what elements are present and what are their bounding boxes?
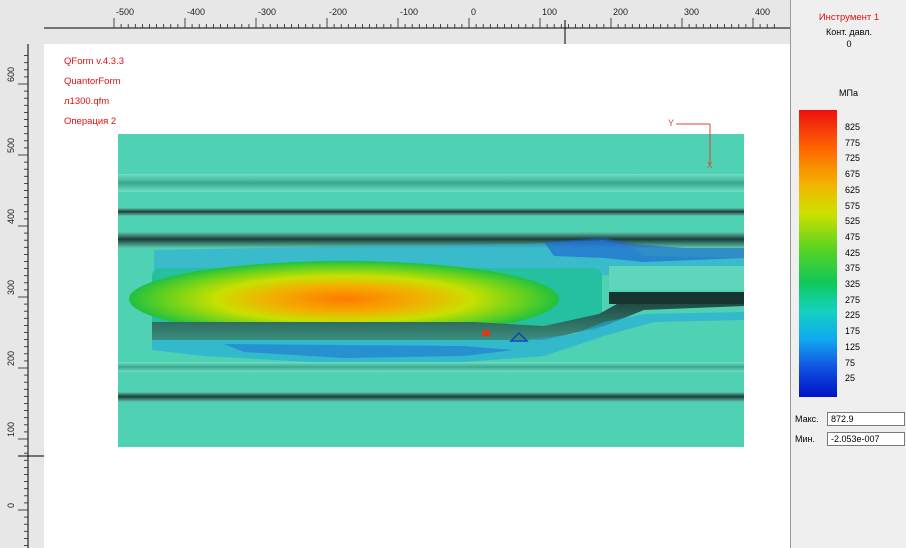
viewport-3d[interactable]: Y X QForm v.4.3.3 QuantorForm л1300.qfm … — [44, 44, 790, 548]
die-step-shade — [152, 294, 744, 340]
tool-subtitle: Конт. давл. — [826, 27, 872, 37]
info-file: л1300.qfm — [64, 96, 110, 107]
band-lower-dark — [118, 392, 744, 402]
max-label: Макс. — [795, 414, 819, 424]
ruler-left: 600 500 400 300 200 100 0 — [0, 44, 44, 548]
band-top-dark — [118, 208, 744, 216]
tool-title[interactable]: Инструмент 1 — [818, 12, 880, 23]
ruler-top-ticks: -500 -400 -300 -200 -100 0 100 200 300 400 — [44, 7, 790, 44]
legend-tick-label: 475 — [845, 231, 861, 242]
legend-tick-label: 825 — [845, 122, 861, 132]
sidebar-legend-panel: Инструмент 1 Конт. давл. 0 МПа 825 775 725… — [790, 0, 906, 548]
axis-indicator-icon: Y X — [668, 118, 713, 170]
channel-right-dark — [609, 292, 744, 304]
pressure-field-render[interactable]: Y X — [44, 44, 790, 548]
ruler-top-label: -200 — [329, 7, 347, 17]
ruler-top-label: -300 — [258, 7, 276, 17]
legend-tick-label: 425 — [845, 247, 861, 258]
legend-tick-label: 775 — [845, 137, 861, 148]
ruler-top-label: 400 — [755, 7, 770, 17]
legend-tick-label: 275 — [845, 294, 861, 305]
ruler-top-label: -400 — [187, 7, 205, 17]
low-pressure-speckle-upper — [544, 238, 744, 262]
ruler-top-label: 100 — [542, 7, 557, 17]
max-value-field[interactable]: 872.9 — [827, 412, 905, 426]
legend-tick-label: 725 — [845, 153, 861, 164]
low-pressure-speckle-lower — [224, 344, 514, 358]
band-top-light — [118, 174, 744, 192]
ruler-left-label: 200 — [6, 351, 16, 366]
legend-tick-label: 575 — [845, 200, 861, 211]
ruler-top-label: 0 — [471, 7, 476, 17]
band-lower-light — [118, 362, 744, 372]
ruler-top-label: 300 — [684, 7, 699, 17]
info-company: QuantorForm — [64, 76, 121, 87]
ruler-left-label: 500 — [6, 138, 16, 153]
ruler-left-label: 300 — [6, 280, 16, 295]
legend-color-bar — [799, 110, 837, 397]
billet-hot-zone — [129, 261, 559, 337]
ruler-top: -500 -400 -300 -200 -100 0 100 200 300 400 — [0, 0, 790, 44]
tool-value: 0 — [846, 39, 852, 49]
ruler-left-label: 400 — [6, 209, 16, 224]
legend-tick-label: 525 — [845, 216, 861, 227]
legend-tick-label: 675 — [845, 169, 861, 180]
ruler-left-label: 0 — [6, 503, 16, 508]
ruler-left-label: 600 — [6, 67, 16, 82]
marker-point-icon[interactable] — [482, 330, 490, 336]
ruler-top-label: -100 — [400, 7, 418, 17]
ruler-left-label: 100 — [6, 422, 16, 437]
info-operation: Операция 2 — [64, 116, 117, 127]
legend-tick-label: 225 — [845, 310, 861, 321]
channel-right-light — [609, 266, 744, 290]
legend-tick-label: 325 — [845, 279, 861, 289]
legend-tick-label: 175 — [845, 326, 861, 337]
min-label: Мин. — [795, 434, 815, 444]
ruler-top-label: -500 — [116, 7, 134, 17]
marker-triangle-icon[interactable] — [509, 331, 529, 342]
legend-unit: МПа — [839, 88, 858, 98]
legend-tick-label: 75 — [845, 357, 856, 368]
ruler-left-ticks: 600 500 400 300 200 100 0 — [6, 44, 44, 548]
legend-tick-label: 25 — [845, 373, 856, 384]
axis-x-label: X — [707, 161, 713, 170]
axis-y-label: Y — [668, 118, 674, 128]
legend-tick-label: 375 — [845, 263, 861, 274]
legend-tick-label: 125 — [845, 341, 861, 352]
min-value-field[interactable]: -2.053e-007 — [827, 432, 905, 446]
ruler-top-label: 200 — [613, 7, 628, 17]
info-version: QForm v.4.3.3 — [64, 56, 125, 67]
legend-tick-label: 625 — [845, 184, 861, 195]
